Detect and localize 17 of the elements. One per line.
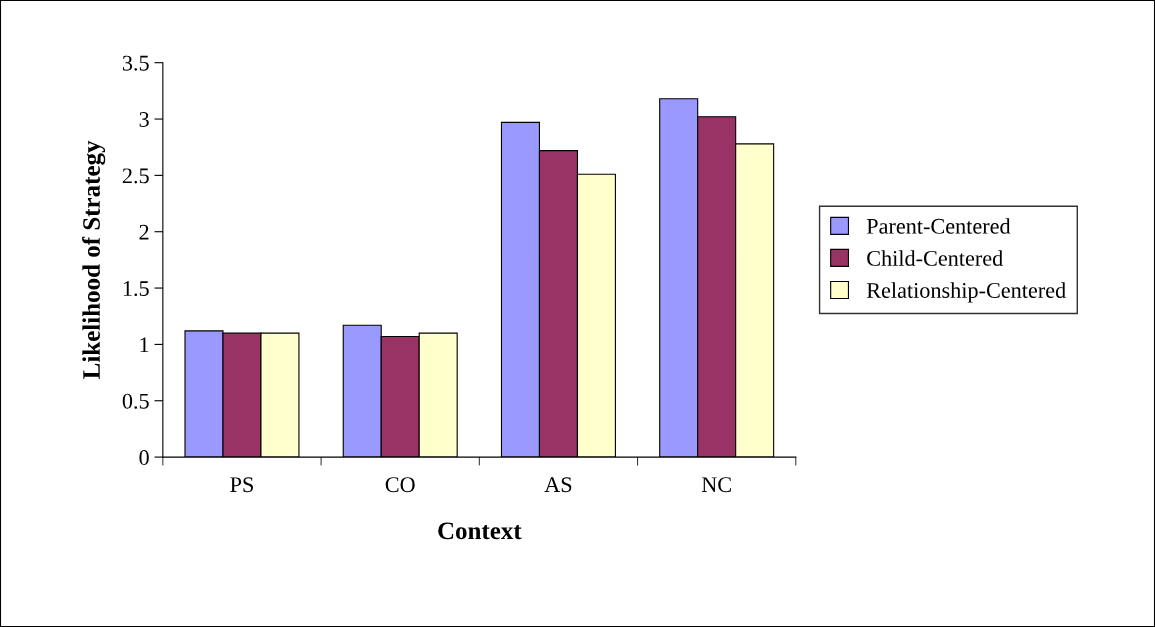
legend-label: Parent-Centered: [866, 218, 1011, 234]
x-tick-label: PS: [230, 477, 253, 493]
x-tick-label: NC: [701, 477, 731, 493]
y-tick-label: 1: [140, 337, 149, 353]
x-axis-title: Context: [438, 522, 522, 540]
y-tick-label: 1.5: [123, 281, 149, 297]
y-tick-label: 3: [139, 112, 149, 127]
y-tick-label: 2: [139, 224, 149, 240]
y-tick-label: 0.5: [122, 393, 149, 409]
y-tick-label: 0: [139, 450, 149, 466]
y-axis-title: Likelihood of Strategy: [82, 140, 106, 379]
legend-label: Relationship-Centered: [866, 282, 1066, 303]
x-tick-label: CO: [385, 477, 415, 493]
y-tick-label: 3.5: [122, 55, 149, 71]
legend-label: Child-Centered: [867, 250, 1003, 266]
x-tick-label: AS: [544, 477, 572, 493]
y-tick-label: 2.5: [122, 168, 149, 184]
